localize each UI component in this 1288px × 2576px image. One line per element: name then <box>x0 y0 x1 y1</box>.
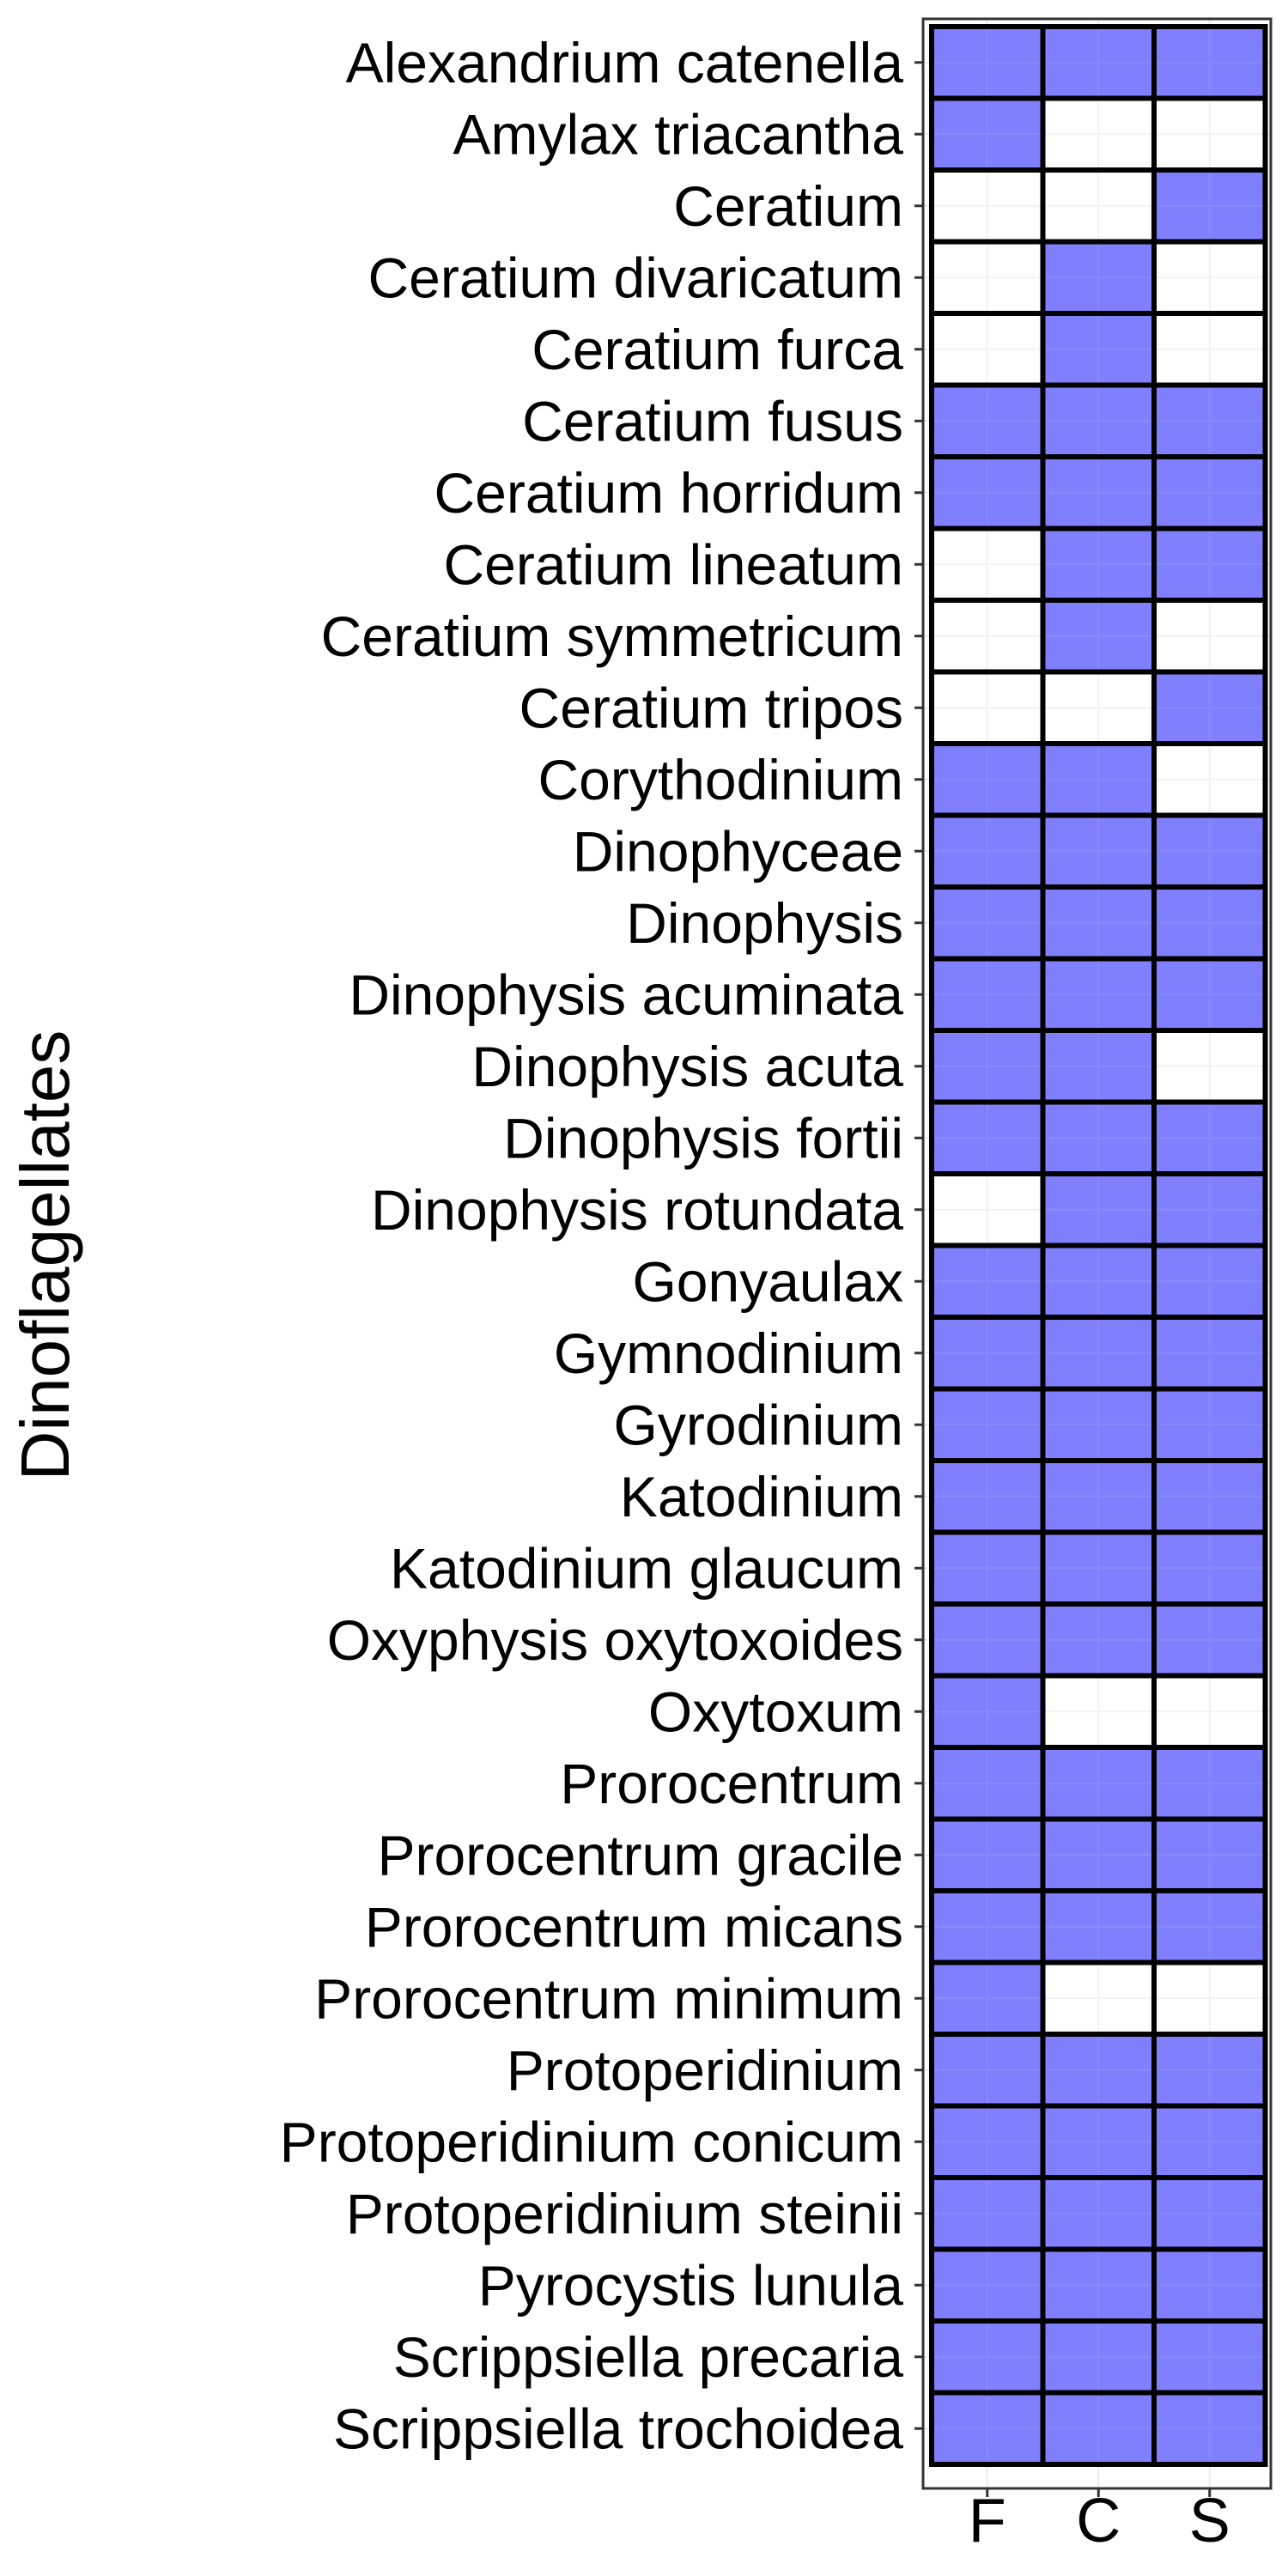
y-tick-label: Katodinium glaucum <box>390 1536 903 1600</box>
y-tick-label: Gymnodinium <box>554 1321 903 1385</box>
y-tick-label: Prorocentrum gracile <box>377 1823 903 1886</box>
y-tick-label: Katodinium <box>620 1465 903 1528</box>
y-tick-label: Gonyaulax <box>632 1249 903 1313</box>
y-tick-label: Corythodinium <box>538 748 903 811</box>
y-tick-label: Amylax triacantha <box>453 102 903 166</box>
y-tick-label: Ceratium lineatum <box>443 532 903 596</box>
y-tick-label: Alexandrium catenella <box>346 31 904 94</box>
y-tick-label: Ceratium fusus <box>522 389 903 453</box>
x-tick-label: F <box>969 2487 1006 2555</box>
heatmap-cells <box>929 24 1268 2467</box>
y-tick-label: Ceratium furca <box>532 318 903 381</box>
y-tick-label: Oxytoxum <box>648 1680 903 1743</box>
y-tick-label: Ceratium tripos <box>519 676 903 739</box>
y-tick-label: Dinophysis <box>626 891 903 955</box>
panel-border <box>921 17 1273 2490</box>
y-tick-label: Prorocentrum <box>560 1752 903 1815</box>
y-tick-label: Ceratium horridum <box>434 461 904 525</box>
y-tick-label: Ceratium <box>673 174 903 238</box>
y-tick-label: Dinophysis acuta <box>471 1035 903 1098</box>
y-tick-label: Dinophyceae <box>573 819 903 883</box>
y-axis-title: Dinoflagellates <box>7 1030 83 1481</box>
y-axis-ticks: Alexandrium catenella Amylax triacantha Ce… <box>280 31 923 2460</box>
y-tick-label: Protoperidinium <box>507 2038 903 2102</box>
y-tick-label: Dinophysis fortii <box>503 1106 903 1170</box>
y-tick-label: Scrippsiella trochoidea <box>333 2397 903 2460</box>
x-tick-label: C <box>1076 2487 1121 2555</box>
y-tick-label: Gyrodinium <box>614 1393 903 1456</box>
y-tick-label: Scrippsiella precaria <box>393 2325 904 2389</box>
x-tick-label: S <box>1189 2487 1230 2555</box>
y-tick-label: Oxyphysis oxytoxoides <box>327 1608 903 1672</box>
y-tick-label: Dinophysis acuminata <box>349 963 903 1026</box>
y-tick-label: Prorocentrum micans <box>365 1895 903 1959</box>
y-tick-label: Pyrocystis lunula <box>478 2253 903 2317</box>
y-tick-label: Ceratium symmetricum <box>321 605 903 668</box>
y-tick-label: Ceratium divaricatum <box>368 246 903 309</box>
y-tick-label: Protoperidinium steinii <box>346 2182 903 2245</box>
y-tick-label: Dinophysis rotundata <box>371 1178 903 1242</box>
y-tick-label: Protoperidinium conicum <box>280 2110 903 2173</box>
y-tick-label: Prorocentrum minimum <box>314 1966 903 2030</box>
